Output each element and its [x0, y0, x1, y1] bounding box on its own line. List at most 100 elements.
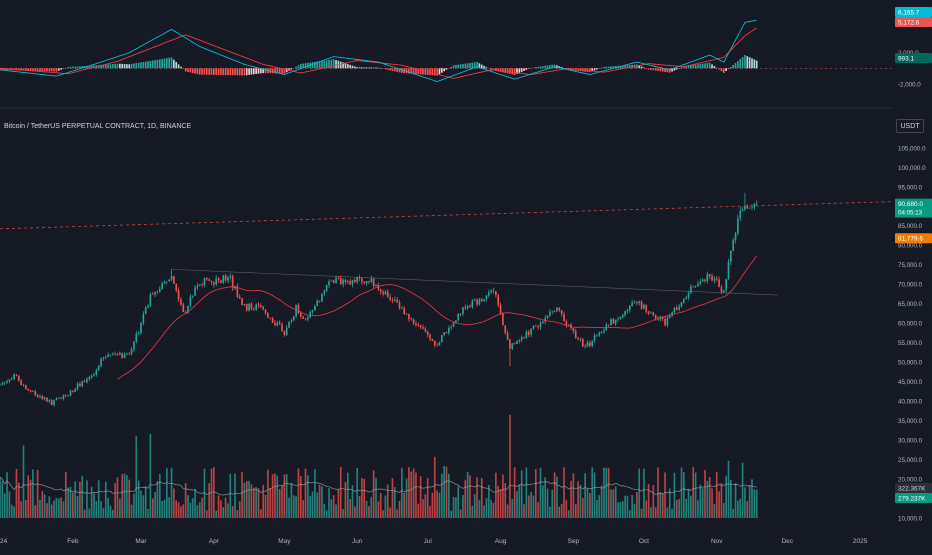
- macd-histogram-bar: [323, 61, 325, 69]
- volume-bar: [164, 500, 166, 518]
- candle-body: [340, 278, 342, 284]
- volume-bar: [321, 486, 323, 518]
- macd-histogram-bar: [356, 67, 358, 68]
- volume-bar: [215, 510, 217, 518]
- macd-histogram-bar: [135, 63, 137, 68]
- macd-histogram-bar: [354, 66, 356, 68]
- macd-histogram-bar: [237, 68, 239, 75]
- candle-body: [707, 274, 709, 281]
- volume-bar: [521, 470, 523, 518]
- macd-histogram-bar: [79, 66, 81, 68]
- candle-body: [227, 277, 229, 280]
- volume-bar: [589, 493, 591, 518]
- candle-body: [159, 289, 161, 292]
- volume-bar: [340, 467, 342, 518]
- candle-body: [669, 316, 671, 318]
- candle-body: [124, 354, 126, 357]
- candle-body: [53, 400, 55, 405]
- candle-body: [746, 206, 748, 208]
- candle-body: [215, 278, 217, 284]
- candle-body: [143, 314, 145, 323]
- candle-body: [443, 332, 445, 335]
- macd-histogram-bar: [732, 65, 734, 68]
- macd-histogram-bar: [227, 68, 229, 75]
- macd-histogram-bar: [472, 63, 474, 69]
- candle-body: [77, 384, 79, 390]
- volume-bar: [594, 473, 596, 518]
- volume-bar: [128, 480, 130, 518]
- macd-line: [0, 20, 757, 81]
- candle-body: [342, 280, 344, 284]
- macd-histogram-bar: [648, 68, 650, 69]
- macd-histogram-bar: [542, 66, 544, 68]
- candle-body: [182, 305, 184, 312]
- macd-histogram-bar: [272, 68, 274, 73]
- macd-histogram-bar: [110, 64, 112, 68]
- macd-histogram-bar: [537, 67, 539, 68]
- volume-bar: [154, 492, 156, 518]
- volume-bar: [333, 495, 335, 518]
- volume-bar: [100, 501, 102, 518]
- volume-bar: [457, 486, 459, 518]
- candle-body: [192, 296, 194, 297]
- macd-histogram-bar: [105, 65, 107, 69]
- candle-body: [737, 218, 739, 233]
- macd-histogram-bar: [526, 68, 528, 70]
- volume-bar: [220, 500, 222, 518]
- volume-bar: [133, 494, 135, 518]
- candle-body: [615, 320, 617, 324]
- macd-histogram-bar: [519, 68, 521, 73]
- candle-body: [11, 379, 13, 380]
- macd-histogram-bar: [345, 63, 347, 68]
- candle-body: [429, 335, 431, 339]
- macd-histogram-bar: [711, 64, 713, 68]
- volume-bar: [187, 495, 189, 518]
- macd-histogram-bar: [643, 68, 645, 69]
- macd-histogram-bar: [655, 68, 657, 70]
- candle-body: [570, 325, 572, 329]
- time-axis-tick: Mar: [135, 538, 147, 545]
- candle-body: [347, 281, 349, 282]
- macd-histogram-bar: [340, 62, 342, 69]
- candle-body: [359, 277, 361, 278]
- candle-body: [138, 333, 140, 334]
- volume-bar: [408, 467, 410, 518]
- volume-bar: [93, 493, 95, 518]
- macd-histogram-bar: [535, 67, 537, 68]
- candle-body: [211, 281, 213, 282]
- volume-bar: [453, 497, 455, 518]
- macd-histogram-bar: [681, 67, 683, 68]
- candle-body: [269, 318, 271, 319]
- candle-body: [674, 308, 676, 313]
- candle-body: [425, 328, 427, 331]
- volume-bar: [605, 468, 607, 518]
- volume-bar: [72, 492, 74, 518]
- volume-bar: [495, 473, 497, 518]
- macd-histogram-bar: [197, 68, 199, 74]
- volume-bar: [251, 484, 253, 518]
- macd-histogram-bar: [157, 60, 159, 69]
- volume-bar: [450, 511, 452, 518]
- volume-bar: [401, 468, 403, 518]
- macd-histogram-bar: [352, 66, 354, 69]
- macd-histogram-bar: [450, 67, 452, 69]
- candle-body: [194, 288, 196, 296]
- volume-bar: [307, 475, 309, 518]
- macd-histogram-bar: [467, 63, 469, 68]
- candle-body: [735, 233, 737, 240]
- candle-body: [190, 297, 192, 306]
- macd-histogram-bar: [70, 67, 72, 68]
- candle-body: [450, 327, 452, 328]
- volume-bar: [86, 480, 88, 518]
- currency-unit-button[interactable]: USDT: [896, 119, 924, 133]
- candle-body: [60, 398, 62, 399]
- candle-body: [382, 292, 384, 294]
- candle-body: [542, 322, 544, 324]
- macd-histogram-bar: [147, 61, 149, 68]
- candle-body: [474, 300, 476, 301]
- candle-body: [549, 312, 551, 316]
- candle-body: [232, 276, 234, 288]
- volume-bar: [558, 507, 560, 518]
- candle-body: [67, 395, 69, 396]
